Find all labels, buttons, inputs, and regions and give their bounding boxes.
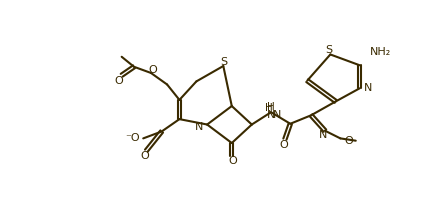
- Text: N: N: [363, 83, 372, 93]
- Text: N: N: [195, 122, 203, 132]
- Text: O: O: [148, 65, 157, 75]
- Text: N: N: [273, 110, 281, 120]
- Text: O: O: [114, 76, 123, 86]
- Text: O: O: [280, 140, 288, 150]
- Text: O: O: [140, 151, 149, 161]
- Text: ⁻O: ⁻O: [126, 133, 140, 143]
- Text: N: N: [267, 110, 275, 119]
- Text: S: S: [325, 45, 333, 55]
- Text: H: H: [265, 103, 273, 113]
- Text: H: H: [267, 102, 275, 112]
- Text: O: O: [344, 136, 353, 146]
- Text: O: O: [228, 156, 237, 166]
- Text: S: S: [220, 57, 228, 67]
- Text: NH₂: NH₂: [370, 47, 391, 57]
- Text: N: N: [318, 130, 327, 139]
